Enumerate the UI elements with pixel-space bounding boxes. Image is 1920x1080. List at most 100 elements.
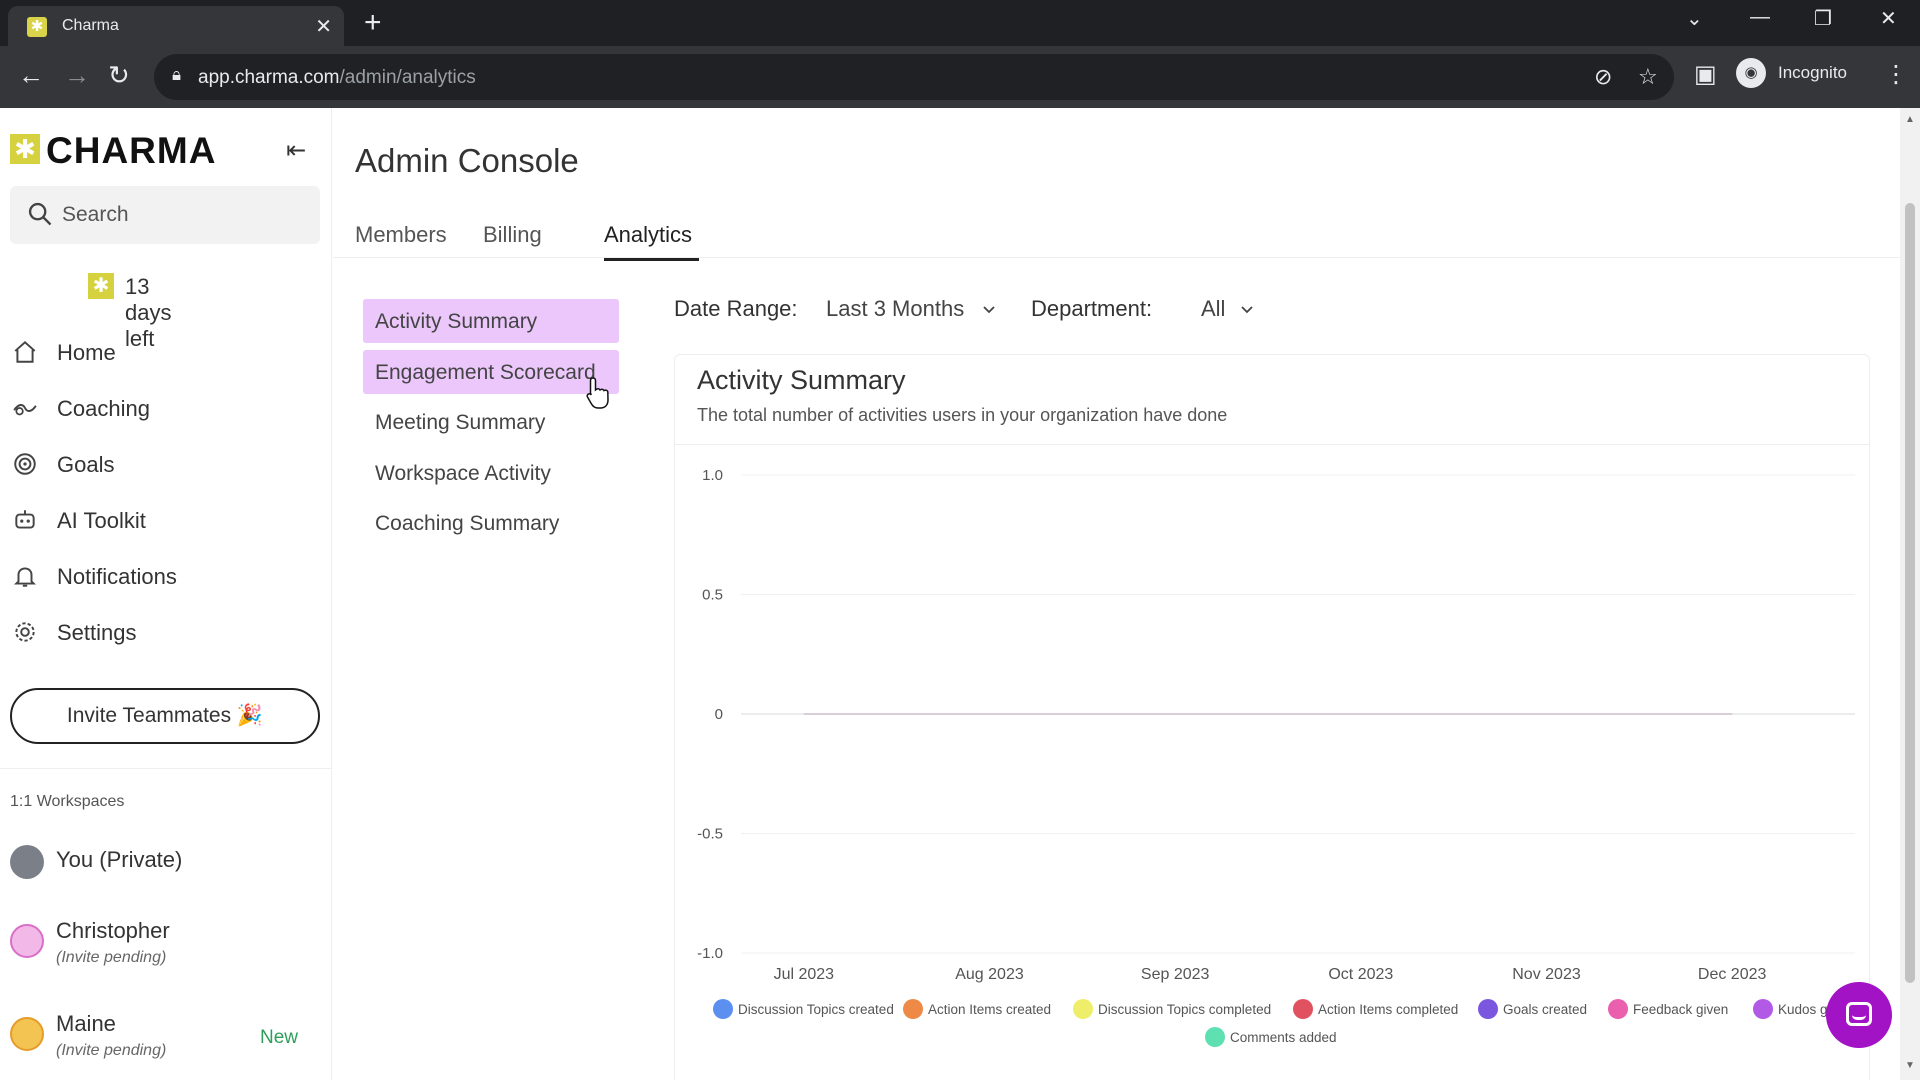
sidebar-item-settings[interactable]: Settings — [12, 613, 312, 653]
workspace-invite-status: (Invite pending) — [56, 1042, 167, 1059]
restore-icon[interactable]: ❐ — [1814, 8, 1832, 30]
y-tick-label: -0.5 — [697, 826, 723, 843]
collapse-sidebar-icon[interactable]: ⇤ — [286, 137, 307, 164]
reload-icon[interactable]: ↻ — [108, 60, 130, 90]
coaching-icon — [13, 404, 37, 416]
browser-tab-title: Charma — [62, 17, 119, 34]
department-select[interactable]: All — [1201, 296, 1259, 326]
workspace-invite-status: (Invite pending) — [56, 949, 167, 966]
bookmark-star-icon[interactable]: ☆ — [1638, 64, 1658, 89]
close-tab-icon[interactable]: ✕ — [315, 16, 332, 38]
eye-off-icon[interactable]: ⊘ — [1594, 64, 1613, 89]
legend-marker — [1205, 1027, 1225, 1047]
workspace-name: Maine — [56, 1011, 116, 1036]
legend-label: Action Items completed — [1318, 1002, 1458, 1017]
charma-favicon-icon: ✱ — [27, 17, 47, 37]
legend-marker — [1073, 999, 1093, 1019]
invite-teammates-button[interactable]: Invite Teammates 🎉 — [10, 688, 320, 744]
tabs-divider — [333, 257, 1901, 258]
invite-teammates-label: Invite Teammates 🎉 — [66, 704, 264, 727]
page-scrollbar[interactable]: ▲ ▼ — [1900, 108, 1920, 1080]
card-title: Activity Summary — [697, 365, 906, 395]
y-tick-label: 1.0 — [702, 467, 723, 484]
sidebar-item-goals[interactable]: Goals — [12, 445, 312, 485]
x-tick-label: Aug 2023 — [955, 966, 1024, 983]
legend-marker — [1753, 999, 1773, 1019]
scroll-down-icon[interactable]: ▼ — [1905, 1060, 1915, 1071]
subnav-meeting-summary[interactable]: Meeting Summary — [363, 400, 619, 444]
card-header: Activity Summary The total number of act… — [675, 355, 1869, 445]
main-content: Admin Console Members Billing Analytics … — [333, 108, 1901, 1080]
tab-search-chevron-icon[interactable]: ⌄ — [1686, 8, 1703, 30]
browser-tab-bar: ✱ Charma ✕ + ⌄ — ❐ ✕ — [0, 0, 1920, 46]
subnav-workspace-activity[interactable]: Workspace Activity — [363, 451, 619, 495]
scrollbar-thumb[interactable] — [1905, 203, 1915, 983]
back-icon[interactable]: ← — [18, 60, 44, 90]
sidebar: ✱ CHARMA ⇤ Search ✱ 13 days left Home Co… — [0, 108, 332, 1080]
legend-label: Goals created — [1503, 1002, 1587, 1017]
tab-billing[interactable]: Billing — [483, 222, 542, 247]
tab-members[interactable]: Members — [355, 222, 447, 247]
trial-text: 13 days left — [125, 274, 172, 351]
date-range-value: Last 3 Months — [826, 296, 965, 321]
incognito-icon: ◉ — [1736, 58, 1766, 88]
avatar — [10, 845, 44, 879]
sidebar-item-home[interactable]: Home — [12, 333, 312, 373]
x-tick-label: Dec 2023 — [1698, 966, 1767, 983]
search-input[interactable]: Search — [10, 186, 320, 244]
chevron-down-icon — [1241, 306, 1253, 314]
subnav-label: Engagement Scorecard — [375, 361, 596, 384]
hand-cursor-icon — [586, 377, 609, 409]
chat-icon — [1846, 1002, 1872, 1026]
sidebar-item-label: Home — [57, 340, 116, 365]
side-panel-icon[interactable]: ▣ — [1694, 61, 1717, 88]
subnav-coaching-summary[interactable]: Coaching Summary — [363, 501, 619, 545]
browser-tab[interactable]: ✱ Charma ✕ — [8, 6, 344, 46]
address-bar[interactable]: 🔒︎ app.charma.com/admin/analytics ⊘ ☆ — [154, 54, 1674, 100]
gear-icon — [15, 622, 35, 642]
workspace-name: You (Private) — [56, 847, 183, 872]
browser-menu-icon[interactable]: ⋮ — [1884, 61, 1908, 88]
x-tick-label: Sep 2023 — [1141, 966, 1210, 983]
chevron-down-icon — [983, 306, 995, 314]
activity-chart: 1.0 0.5 0 -0.5 -1.0 Jul 2023 Aug 2023 Sep 2023 O… — [675, 445, 1869, 1080]
bell-icon — [13, 567, 37, 587]
legend-marker — [1478, 999, 1498, 1019]
tab-analytics[interactable]: Analytics — [604, 222, 693, 247]
workspaces-heading: 1:1 Workspaces — [10, 793, 125, 810]
legend-label: Feedback given — [1633, 1002, 1728, 1017]
sidebar-item-coaching[interactable]: Coaching — [12, 389, 312, 429]
workspace-item-christopher[interactable]: Christopher (Invite pending) — [10, 910, 320, 970]
forward-icon[interactable]: → — [64, 60, 90, 90]
sidebar-item-label: Notifications — [57, 564, 177, 589]
browser-toolbar: ← → ↻ 🔒︎ app.charma.com/admin/analytics … — [0, 46, 1920, 108]
subnav-label: Activity Summary — [375, 310, 538, 333]
legend-marker — [713, 999, 733, 1019]
sidebar-item-ai-toolkit[interactable]: AI Toolkit — [12, 501, 312, 541]
workspace-item-maine[interactable]: Maine (Invite pending) New — [10, 1003, 320, 1063]
chat-smile-icon — [1852, 1015, 1866, 1020]
url-text: app.charma.com/admin/analytics — [198, 67, 476, 88]
sidebar-item-label: Goals — [57, 452, 115, 477]
sidebar-item-label: AI Toolkit — [57, 508, 146, 533]
sidebar-divider — [0, 768, 332, 769]
avatar — [10, 924, 44, 958]
chat-support-button[interactable] — [1826, 982, 1892, 1048]
date-range-label: Date Range: — [674, 296, 798, 321]
subnav-engagement-scorecard[interactable]: Engagement Scorecard — [363, 350, 619, 394]
x-tick-label: Jul 2023 — [774, 966, 835, 983]
search-icon — [28, 202, 52, 226]
window-close-icon[interactable]: ✕ — [1880, 8, 1897, 30]
legend-marker — [903, 999, 923, 1019]
workspace-item-you[interactable]: You (Private) — [10, 835, 320, 895]
x-tick-label: Nov 2023 — [1512, 966, 1581, 983]
incognito-label: Incognito — [1778, 63, 1847, 82]
minimize-icon[interactable]: — — [1750, 6, 1770, 28]
scroll-up-icon[interactable]: ▲ — [1905, 114, 1915, 125]
subnav-activity-summary[interactable]: Activity Summary — [363, 299, 619, 343]
date-range-select[interactable]: Last 3 Months — [826, 296, 998, 326]
sidebar-item-notifications[interactable]: Notifications — [12, 557, 312, 597]
subnav-label: Coaching Summary — [375, 512, 560, 535]
legend-marker — [1608, 999, 1628, 1019]
new-tab-icon[interactable]: + — [364, 6, 382, 39]
